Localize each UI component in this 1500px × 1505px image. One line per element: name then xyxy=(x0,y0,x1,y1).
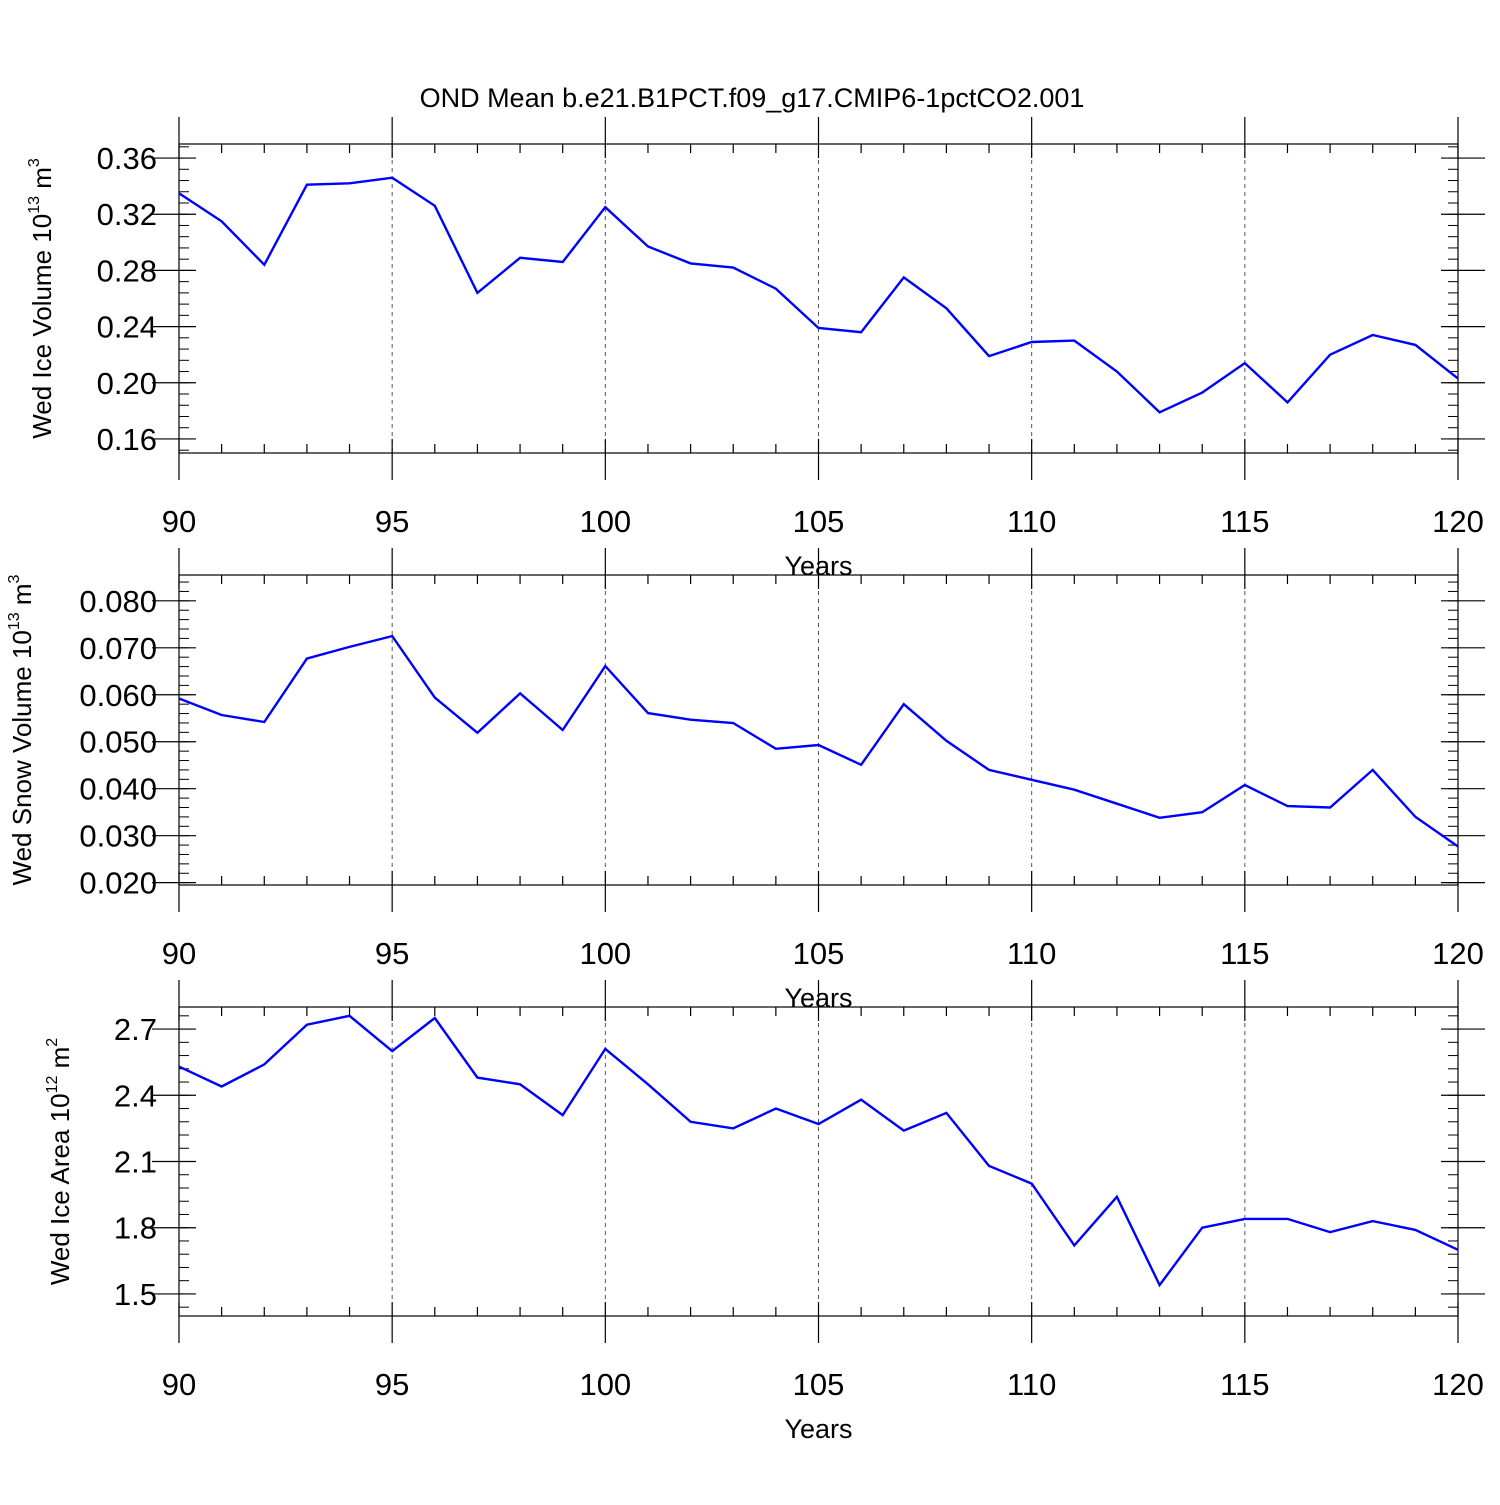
y-label-main: Wed Ice Area 10 xyxy=(45,1093,75,1285)
x-tick-label: 120 xyxy=(1432,504,1484,539)
series-line xyxy=(178,176,1459,414)
x-tick-label: 90 xyxy=(162,936,196,971)
panel-3: 1.5 1.8 2.1 2.4 2.7 90 95 100 105 110 115 120 Years W… xyxy=(44,980,1485,1444)
x-tick-label: 105 xyxy=(793,504,845,539)
y-tick-label: 0.24 xyxy=(97,310,157,345)
y-tick-label: 0.030 xyxy=(79,819,157,854)
x-tick-label: 95 xyxy=(375,504,409,539)
y-axis-label: Wed Snow Volume 1013 m3 xyxy=(6,574,37,885)
x-tick-label: 90 xyxy=(162,1367,196,1402)
y-label-unit-exponent: 3 xyxy=(6,574,23,583)
y-label-unit: m xyxy=(7,583,37,612)
panel-2: 0.020 0.030 0.040 0.050 0.060 0.070 0.080 90 95 1… xyxy=(6,548,1485,1013)
series-line xyxy=(178,1014,1459,1288)
x-tick-label: 95 xyxy=(375,936,409,971)
y-tick-label: 0.060 xyxy=(79,678,157,713)
y-tick-label: 2.4 xyxy=(114,1078,157,1113)
x-tick-label: 95 xyxy=(375,1367,409,1402)
x-tick-label: 115 xyxy=(1220,936,1269,971)
y-axis-label: Wed Ice Volume 1013 m3 xyxy=(26,158,57,439)
y-label-exponent: 12 xyxy=(44,1076,61,1094)
y-label-exponent: 13 xyxy=(6,612,23,630)
x-tick-label: 115 xyxy=(1220,504,1269,539)
y-tick-label: 2.7 xyxy=(114,1012,157,1047)
y-label-unit-exponent: 2 xyxy=(44,1038,61,1047)
y-label-exponent: 13 xyxy=(26,196,43,214)
y-axis-label: Wed Ice Area 1012 m2 xyxy=(44,1038,75,1285)
x-tick-label: 110 xyxy=(1007,1367,1056,1402)
x-tick-label: 105 xyxy=(793,1367,845,1402)
x-tick-label: 100 xyxy=(579,936,631,971)
y-tick-label: 1.8 xyxy=(114,1211,157,1246)
x-tick-label: 100 xyxy=(579,504,631,539)
y-tick-label: 0.050 xyxy=(79,725,157,760)
y-label-unit: m xyxy=(27,167,57,196)
x-tick-label: 100 xyxy=(579,1367,631,1402)
x-axis-label: Years xyxy=(784,1414,852,1444)
y-tick-label: 0.16 xyxy=(97,422,157,457)
y-label-unit-exponent: 3 xyxy=(26,158,43,167)
x-tick-label: 110 xyxy=(1007,936,1056,971)
x-tick-label: 120 xyxy=(1432,936,1484,971)
y-tick-label: 0.36 xyxy=(97,141,157,176)
y-tick-label: 0.20 xyxy=(97,366,157,401)
y-label-unit: m xyxy=(45,1047,75,1076)
x-tick-label: 115 xyxy=(1220,1367,1269,1402)
y-tick-label: 0.020 xyxy=(79,866,157,901)
y-tick-label: 0.040 xyxy=(79,772,157,807)
panel-1: 0.16 0.20 0.24 0.28 0.32 0.36 90 95 100 105 110 115… xyxy=(26,117,1485,581)
y-label-main: Wed Ice Volume 10 xyxy=(27,214,57,439)
y-tick-label: 1.5 xyxy=(114,1277,157,1312)
x-tick-label: 120 xyxy=(1432,1367,1484,1402)
chart-title: OND Mean b.e21.B1PCT.f09_g17.CMIP6-1pctC… xyxy=(420,83,1085,113)
y-tick-label: 0.070 xyxy=(79,631,157,666)
x-tick-label: 90 xyxy=(162,504,196,539)
y-label-main: Wed Snow Volume 10 xyxy=(7,630,37,885)
x-tick-label: 105 xyxy=(793,936,845,971)
x-tick-label: 110 xyxy=(1007,504,1056,539)
y-tick-label: 2.1 xyxy=(114,1145,157,1180)
y-tick-label: 0.080 xyxy=(79,584,157,619)
y-tick-label: 0.28 xyxy=(97,253,157,288)
y-tick-label: 0.32 xyxy=(97,197,157,232)
series-line xyxy=(178,634,1459,848)
